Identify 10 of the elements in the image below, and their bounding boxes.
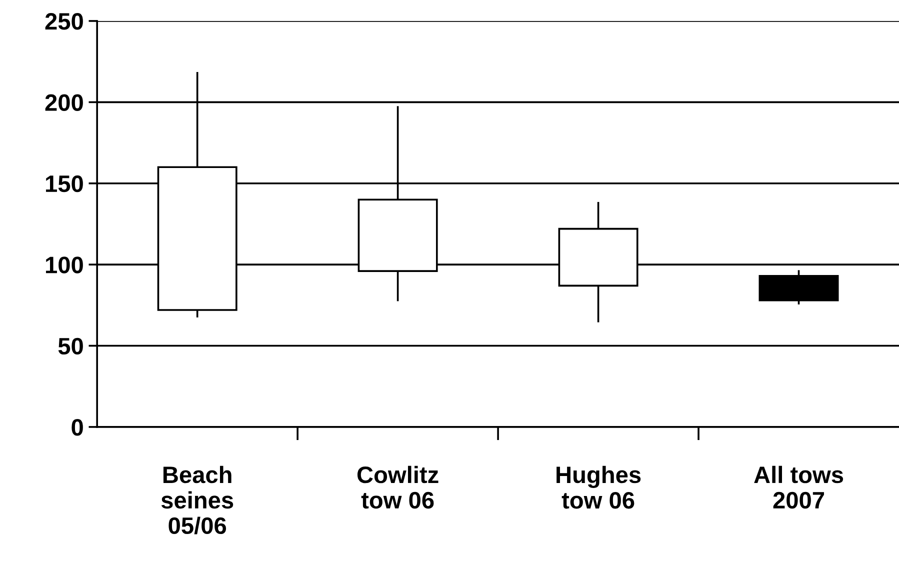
x-tick-label: Beach seines 05/06 [161,466,234,534]
y-tick-label: 50 [58,338,83,355]
y-tick-label: 250 [45,13,83,30]
y-tick-label: 0 [72,419,83,436]
x-tick-label: Cowlitz tow 06 [357,466,438,509]
y-tick-label: 200 [45,94,83,111]
x-tick-label: All tows 2007 [754,466,844,509]
y-tick-label: 150 [46,175,83,192]
x-tick-label: Hughes tow 06 [556,466,641,509]
y-tick-label: 100 [46,256,83,274]
